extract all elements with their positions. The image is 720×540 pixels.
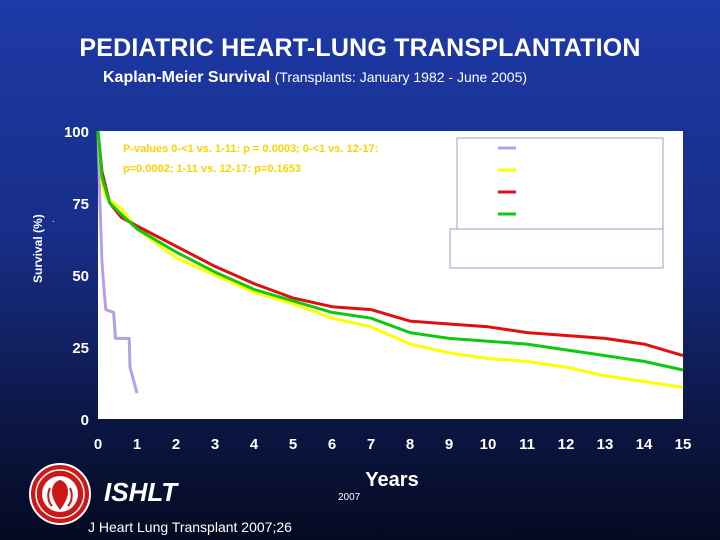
pvalue-line-1: P-values 0-<1 vs. 1-11: p = 0.0003; 0-<1…: [123, 143, 378, 155]
series-line-overall: [96, 130, 684, 372]
citation: J Heart Lung Transplant 2007;26: [88, 519, 292, 535]
x-tick-label: 12: [558, 436, 575, 453]
pvalue-annotation: P-values 0-<1 vs. 1-11: p = 0.0003; 0-<1…: [123, 143, 378, 175]
chart-subtitle: Kaplan-Meier Survival (Transplants: Janu…: [103, 69, 527, 87]
y-tick-label: 75: [72, 196, 89, 213]
subtitle-note: (Transplants: January 1982 - June 2005): [274, 69, 528, 85]
series-line-lt1: [96, 130, 139, 394]
x-tick-label: 1: [133, 436, 141, 453]
legend-n-overall: (N = 502): [612, 208, 662, 222]
legend-label-lt1: < 1: [522, 142, 539, 156]
x-tick-label: 10: [480, 436, 497, 453]
x-tick-label: 14: [636, 436, 653, 453]
legend-n-age_1_10: (N = 205): [572, 164, 622, 178]
legend-n-age_11_17: (N = 284): [572, 186, 622, 200]
x-tick-label: 15: [675, 436, 692, 453]
x-tick-label: 2: [172, 436, 180, 453]
y-tick-label: 25: [72, 340, 89, 357]
series-line-age_1_10: [96, 130, 684, 389]
x-tick-label: 0: [94, 436, 102, 453]
legend-label-age_1_10: 1-10: [522, 164, 546, 178]
x-tick-label: 6: [328, 436, 336, 453]
org-name: ISHLT: [104, 477, 178, 507]
y-tick-label: 100: [64, 124, 89, 141]
halflife-line-1: Half-life <1: 0.2 Years; 1-11: 3.0 Years…: [455, 235, 633, 246]
legend-n-lt1: (N = 13): [566, 142, 610, 156]
footer-year: 2007: [338, 492, 361, 503]
x-tick-label: 5: [289, 436, 297, 453]
page-title: PEDIATRIC HEART-LUNG TRANSPLANTATION: [79, 34, 641, 62]
legend-label-overall: Overall: [522, 208, 563, 222]
series-line-age_11_17: [96, 130, 684, 358]
x-tick-label: 7: [367, 436, 375, 453]
decorative-dot: .: [52, 214, 55, 225]
halflife-annotation: Half-life <1: 0.2 Years; 1-11: 3.0 Years…: [455, 235, 633, 262]
y-tick-label: 50: [72, 268, 89, 285]
x-tick-label: 11: [519, 436, 535, 453]
ishlt-seal-icon: [29, 463, 91, 525]
halflife-box: [449, 228, 664, 269]
x-tick-label: 9: [445, 436, 453, 453]
x-tick-label: 13: [597, 436, 614, 453]
x-axis-label: Years: [365, 469, 418, 491]
x-tick-label: 8: [406, 436, 414, 453]
legend-label-age_11_17: 11-17: [522, 186, 552, 200]
pvalue-line-2: p=0.0002; 1-11 vs. 12-17: p=0.1653: [123, 163, 301, 175]
subtitle-main: Kaplan-Meier Survival: [103, 69, 271, 86]
halflife-line-2: 12-17: 3.3 Years: [455, 251, 530, 262]
y-tick-label: 0: [81, 412, 89, 429]
x-tick-label: 3: [211, 436, 219, 453]
x-tick-label: 4: [250, 436, 259, 453]
